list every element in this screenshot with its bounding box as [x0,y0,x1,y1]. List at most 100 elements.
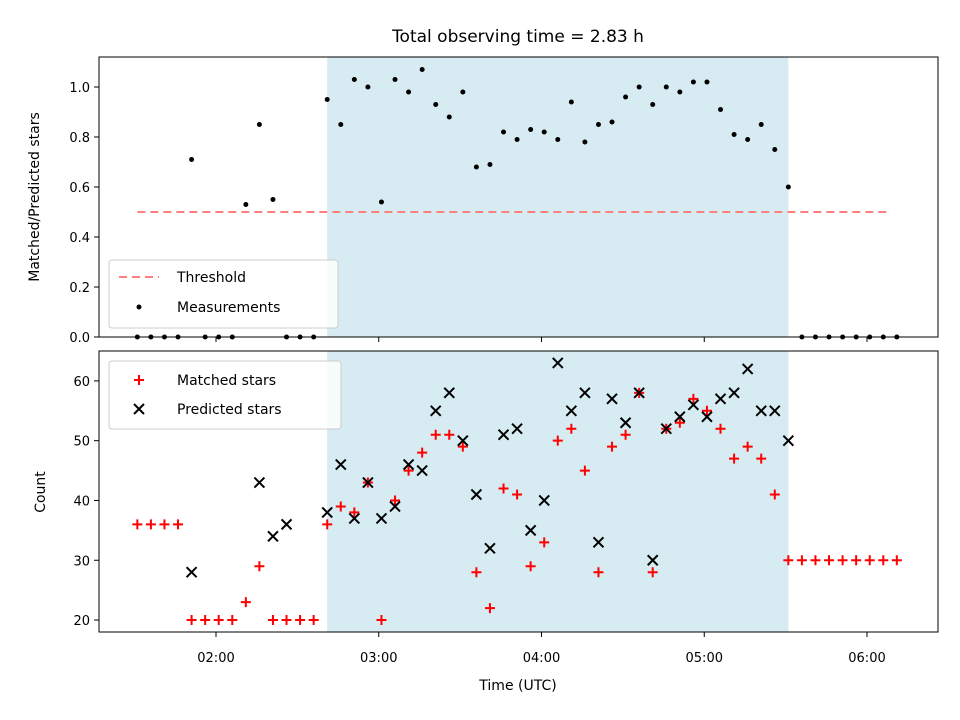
matched-star-point [471,567,482,578]
matched-star-point [308,615,319,626]
matched-star-point [457,441,468,452]
x-tick-label: 05:00 [686,651,723,666]
matched-star-point [335,501,346,512]
bottom-legend: Matched stars Predicted stars [108,360,342,430]
predicted-star-point [457,434,469,447]
legend-matched-label: Matched stars [177,373,276,389]
matched-star-point [267,615,278,626]
top-x-ticks [215,337,868,342]
measurement-point [582,139,588,145]
top-y-axis-label: Matched/Predicted stars [27,112,43,282]
measurement-point [650,102,656,107]
measurement-point [731,132,737,137]
matched-star-point [810,555,821,566]
predicted-star-point [592,536,605,549]
measurement-point [338,122,344,127]
measurement-point [677,89,683,95]
top-legend-box [108,259,339,329]
top-y-ticks: 0.0 0.2 0.4 0.6 0.8 1.0 [69,81,99,346]
bottom-y-axis-label: Count [33,471,49,513]
measurement-point [365,84,371,90]
measurement-point [514,137,520,142]
measurement-point [378,199,384,205]
measurement-point [555,137,561,142]
matched-star-point [837,555,848,566]
predicted-star-point [443,387,455,399]
measurement-point [446,114,452,120]
matched-star-point [647,567,658,578]
predicted-star-point [321,506,333,519]
measurement-point [487,162,493,167]
top-y-tick-label: 0.2 [69,281,90,296]
predicted-star-point [633,387,645,399]
predicted-star-point [511,423,523,435]
legend-matched-swatch [134,375,144,385]
matched-star-point [796,555,807,566]
matched-star-point [864,555,875,566]
bottom-y-tick-label: 60 [73,375,90,390]
legend-predicted-swatch [133,403,145,415]
matched-star-point [240,597,251,608]
measurement-point [406,89,412,95]
top-panel: 0.0 0.2 0.4 0.6 0.8 1.0 Matched/Predicted sta… [27,56,939,346]
top-y-tick-label: 0.6 [69,181,90,196]
matched-star-point [376,615,387,626]
legend-predicted-label: Predicted stars [177,402,282,418]
matched-star-point [403,465,414,476]
bottom-y-ticks: 20 30 40 50 60 [73,375,99,629]
matched-star-point [824,555,835,566]
predicted-star-point [565,405,578,417]
top-axes-frame [98,56,939,338]
predicted-star-point [701,411,713,423]
predicted-star-point [402,458,415,471]
matched-star-point [444,429,455,440]
matched-star-point [159,519,170,530]
measurement-point [772,147,778,152]
matched-star-point [715,423,726,434]
measurement-point [745,137,751,142]
matched-star-point [539,537,550,548]
x-tick-label: 04:00 [523,651,560,666]
matched-star-point [593,567,604,578]
measurement-point [636,84,642,90]
predicted-star-point [619,417,632,429]
predicted-star-point [253,476,266,489]
measurement-point [568,99,574,105]
chart-title: Total observing time = 2.83 h [391,27,644,47]
bottom-points [132,357,902,626]
predicted-star-point [660,423,672,435]
predicted-star-point [687,399,700,411]
measurement-point [256,122,262,127]
x-tick-label: 06:00 [848,651,885,666]
matched-star-point [512,489,523,500]
matched-star-point [281,615,292,626]
predicted-star-point [280,518,293,531]
bottom-panel: 20 30 40 50 60 02:00 03:00 04:00 05:00 06:00 Cou… [33,350,939,694]
measurement-point [324,97,330,102]
bottom-y-tick-label: 20 [73,614,90,629]
predicted-star-point [782,434,795,447]
matched-star-point [552,435,563,446]
predicted-star-point [470,488,483,501]
bottom-legend-box [108,360,342,430]
matched-star-point [620,429,631,440]
top-y-tick-label: 0.0 [69,331,90,346]
matched-star-point [132,519,143,530]
matched-star-point [579,465,590,476]
top-measurement-points [134,67,900,340]
matched-star-point [525,561,536,572]
matched-star-point [688,393,699,404]
matched-star-point [322,519,333,530]
measurement-point [433,102,439,107]
matched-star-point [484,603,495,614]
predicted-star-point [362,476,374,489]
matched-star-point [701,405,712,416]
measurement-point [595,122,601,127]
predicted-star-point [769,405,781,417]
predicted-star-point [430,405,442,417]
measurement-point [609,119,615,125]
predicted-star-point [185,566,198,578]
matched-star-point [186,615,197,626]
predicted-star-point [267,530,279,543]
